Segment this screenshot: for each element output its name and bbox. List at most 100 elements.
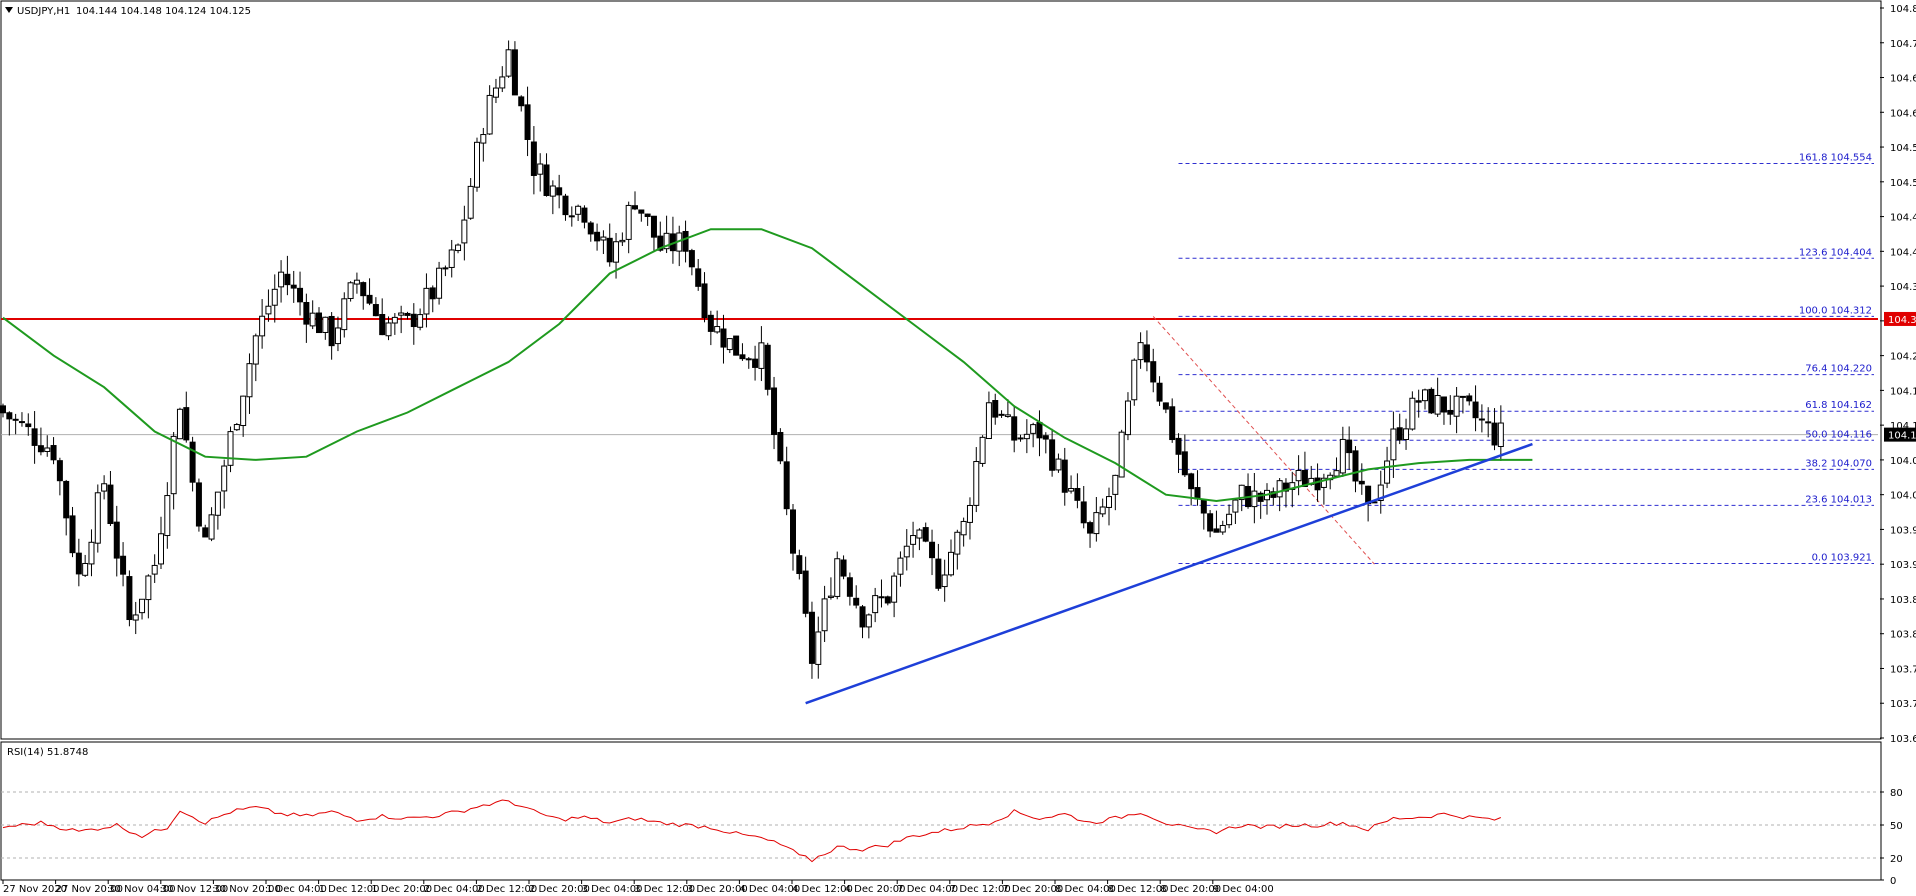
candle bbox=[1447, 395, 1454, 425]
candle bbox=[1099, 498, 1106, 518]
fib-level-label: 50.0 104.116 bbox=[1805, 429, 1872, 440]
rsi-panel-frame bbox=[0, 741, 1882, 881]
candle bbox=[1156, 376, 1163, 406]
price-tick-label: 104.195 bbox=[1890, 386, 1916, 397]
candle bbox=[834, 551, 841, 600]
candle bbox=[1226, 504, 1233, 529]
candle bbox=[1320, 473, 1327, 505]
candle bbox=[480, 127, 487, 162]
candle bbox=[1453, 386, 1460, 434]
candle bbox=[44, 435, 51, 457]
candle bbox=[353, 272, 360, 294]
candle bbox=[960, 517, 967, 547]
candle bbox=[379, 298, 386, 336]
candle bbox=[771, 376, 778, 450]
candle bbox=[1409, 391, 1416, 431]
candle bbox=[25, 413, 32, 436]
fib-level-label: 0.0 103.921 bbox=[1812, 553, 1872, 564]
candle bbox=[410, 303, 417, 345]
candle bbox=[1434, 377, 1441, 417]
symbol-label: USDJPY,H1 bbox=[17, 6, 70, 17]
candle bbox=[568, 206, 575, 227]
candle bbox=[966, 497, 973, 540]
rsi-tick-label: 80 bbox=[1890, 788, 1903, 799]
symbol-dropdown-icon[interactable] bbox=[5, 7, 13, 13]
candle bbox=[1207, 510, 1214, 538]
candle bbox=[6, 411, 13, 436]
candle bbox=[587, 221, 594, 242]
candle bbox=[1428, 387, 1435, 415]
candle bbox=[1023, 419, 1030, 454]
candle bbox=[1169, 398, 1176, 443]
candle bbox=[1175, 433, 1182, 474]
candle bbox=[492, 78, 499, 104]
candle bbox=[985, 391, 992, 440]
candle bbox=[1049, 428, 1056, 477]
candle bbox=[695, 259, 702, 291]
candle bbox=[1074, 473, 1081, 509]
candle bbox=[752, 345, 759, 381]
candle bbox=[511, 41, 518, 96]
price-tick-label: 104.030 bbox=[1890, 491, 1916, 502]
time-tick-label: 2 Dec 12:00 bbox=[476, 884, 537, 895]
candle bbox=[252, 333, 259, 382]
candle bbox=[764, 342, 771, 396]
candle bbox=[745, 357, 752, 369]
candle bbox=[1162, 402, 1169, 414]
candle bbox=[436, 261, 443, 305]
candle bbox=[145, 574, 152, 619]
price-tick-label: 104.525 bbox=[1890, 178, 1916, 189]
candle bbox=[360, 281, 367, 310]
candle bbox=[12, 413, 19, 435]
price-tick-label: 103.700 bbox=[1890, 699, 1916, 710]
candle bbox=[278, 260, 285, 303]
candle bbox=[600, 230, 607, 255]
candle bbox=[290, 270, 297, 303]
candle bbox=[979, 435, 986, 467]
price-panel-frame bbox=[0, 0, 1882, 740]
candle bbox=[720, 314, 727, 364]
candle bbox=[372, 297, 379, 317]
candle bbox=[543, 153, 550, 197]
candle bbox=[1377, 470, 1384, 514]
fib-anchor-line[interactable] bbox=[1152, 316, 1375, 565]
price-tick-label: 104.360 bbox=[1890, 282, 1916, 293]
candle bbox=[1333, 457, 1340, 477]
support-trend-line[interactable] bbox=[805, 442, 1533, 705]
candle bbox=[1042, 432, 1049, 454]
candle bbox=[1213, 510, 1220, 533]
candle bbox=[265, 289, 272, 322]
candle bbox=[170, 432, 177, 510]
candle bbox=[594, 223, 601, 251]
candle bbox=[56, 457, 63, 496]
candle bbox=[1137, 332, 1144, 369]
time-tick-label: 27 Nov 2020 bbox=[3, 884, 67, 895]
candle bbox=[107, 471, 114, 526]
moving-average-line[interactable] bbox=[2, 228, 1533, 503]
candle bbox=[271, 274, 278, 323]
candle bbox=[537, 153, 544, 192]
candle bbox=[50, 437, 57, 465]
candle bbox=[998, 410, 1005, 418]
candle bbox=[808, 601, 815, 679]
candle bbox=[82, 554, 89, 578]
candle bbox=[385, 316, 392, 341]
candle bbox=[739, 343, 746, 361]
candle bbox=[417, 308, 424, 331]
candle bbox=[341, 292, 348, 338]
rsi-line[interactable] bbox=[2, 799, 1501, 863]
candle bbox=[366, 278, 373, 306]
candle bbox=[562, 193, 569, 221]
fib-level-label: 100.0 104.312 bbox=[1799, 305, 1872, 316]
price-tick-label: 103.810 bbox=[1890, 630, 1916, 641]
fib-level-label: 76.4 104.220 bbox=[1805, 364, 1872, 375]
candle bbox=[1472, 385, 1479, 432]
candle bbox=[1055, 453, 1062, 473]
time-tick-label: 8 Dec 04:00 bbox=[1055, 884, 1116, 895]
candle bbox=[827, 577, 834, 600]
candle bbox=[1466, 393, 1473, 406]
candle bbox=[1030, 422, 1037, 448]
